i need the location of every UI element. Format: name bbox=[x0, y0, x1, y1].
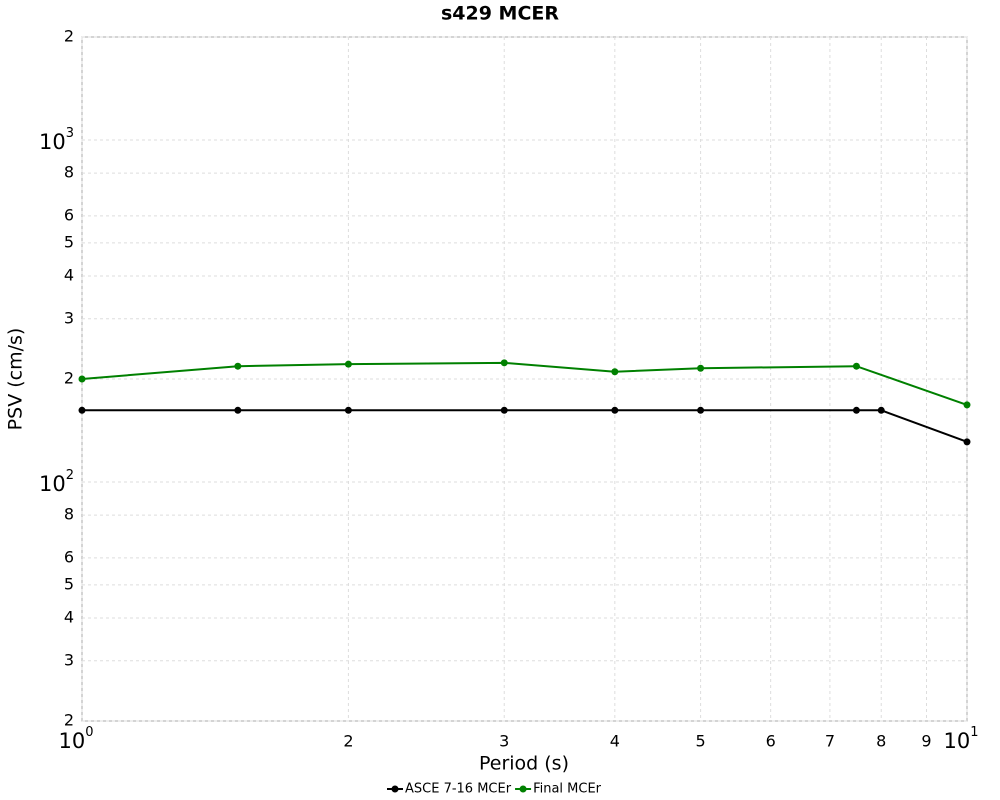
x-tick-label: 2 bbox=[343, 732, 353, 751]
y-tick-label: 5 bbox=[64, 232, 74, 251]
data-point bbox=[234, 362, 242, 370]
data-point bbox=[611, 406, 619, 414]
data-point bbox=[877, 406, 885, 414]
y-tick-label: 8 bbox=[64, 505, 74, 524]
legend-label: Final MCEr bbox=[533, 782, 602, 797]
y-tick-label: 6 bbox=[64, 547, 74, 566]
x-tick-label: 4 bbox=[610, 732, 620, 751]
data-point bbox=[852, 406, 860, 414]
data-point bbox=[697, 406, 705, 414]
y-tick-label: 6 bbox=[64, 205, 74, 224]
y-axis-label: PSV (cm/s) bbox=[5, 328, 27, 431]
data-point bbox=[963, 438, 971, 446]
data-point bbox=[697, 364, 705, 372]
series-line bbox=[81, 361, 968, 406]
y-tick-label: 2 bbox=[64, 369, 74, 388]
data-point bbox=[500, 406, 508, 414]
data-point bbox=[344, 360, 352, 368]
y-tick-label: 2 bbox=[64, 711, 74, 730]
y-tick-label: 8 bbox=[64, 163, 74, 182]
x-tick-label: 8 bbox=[876, 732, 886, 751]
plot-area bbox=[81, 36, 968, 722]
legend-marker bbox=[519, 785, 527, 793]
legend-label: ASCE 7-16 MCEr bbox=[405, 782, 512, 797]
x-tick-label: 6 bbox=[766, 732, 776, 751]
tick-exponent: 2 bbox=[66, 467, 74, 482]
y-tick-label: 103 bbox=[39, 125, 74, 154]
legend-marker bbox=[391, 785, 399, 793]
x-tick-label: 7 bbox=[825, 732, 835, 751]
y-tick-label: 4 bbox=[64, 266, 74, 285]
data-point bbox=[852, 362, 860, 370]
data-point bbox=[234, 406, 242, 414]
data-point bbox=[78, 406, 86, 414]
tick-exponent: 3 bbox=[66, 125, 74, 140]
data-point bbox=[963, 401, 971, 409]
legend: ASCE 7-16 MCEr Final MCEr bbox=[387, 782, 602, 797]
y-tick-label: 102 bbox=[39, 467, 74, 496]
data-point bbox=[344, 406, 352, 414]
tick-exponent: 1 bbox=[970, 725, 978, 740]
y-tick-label: 3 bbox=[64, 650, 74, 669]
tick-exponent: 0 bbox=[85, 725, 93, 740]
x-tick-label: 5 bbox=[695, 732, 705, 751]
y-tick-label: 5 bbox=[64, 574, 74, 593]
y-tick-label: 4 bbox=[64, 608, 74, 627]
y-tick-label: 3 bbox=[64, 308, 74, 327]
y-tick-label: 2 bbox=[64, 27, 74, 46]
x-tick-label: 9 bbox=[921, 732, 931, 751]
x-tick-label: 101 bbox=[943, 725, 978, 754]
x-axis-label: Period (s) bbox=[479, 753, 569, 775]
data-point bbox=[611, 368, 619, 376]
data-point bbox=[500, 359, 508, 367]
x-tick-label: 100 bbox=[58, 725, 93, 754]
x-tick-label: 3 bbox=[499, 732, 509, 751]
data-point bbox=[78, 375, 86, 383]
chart-title: s429 MCER bbox=[441, 3, 559, 25]
